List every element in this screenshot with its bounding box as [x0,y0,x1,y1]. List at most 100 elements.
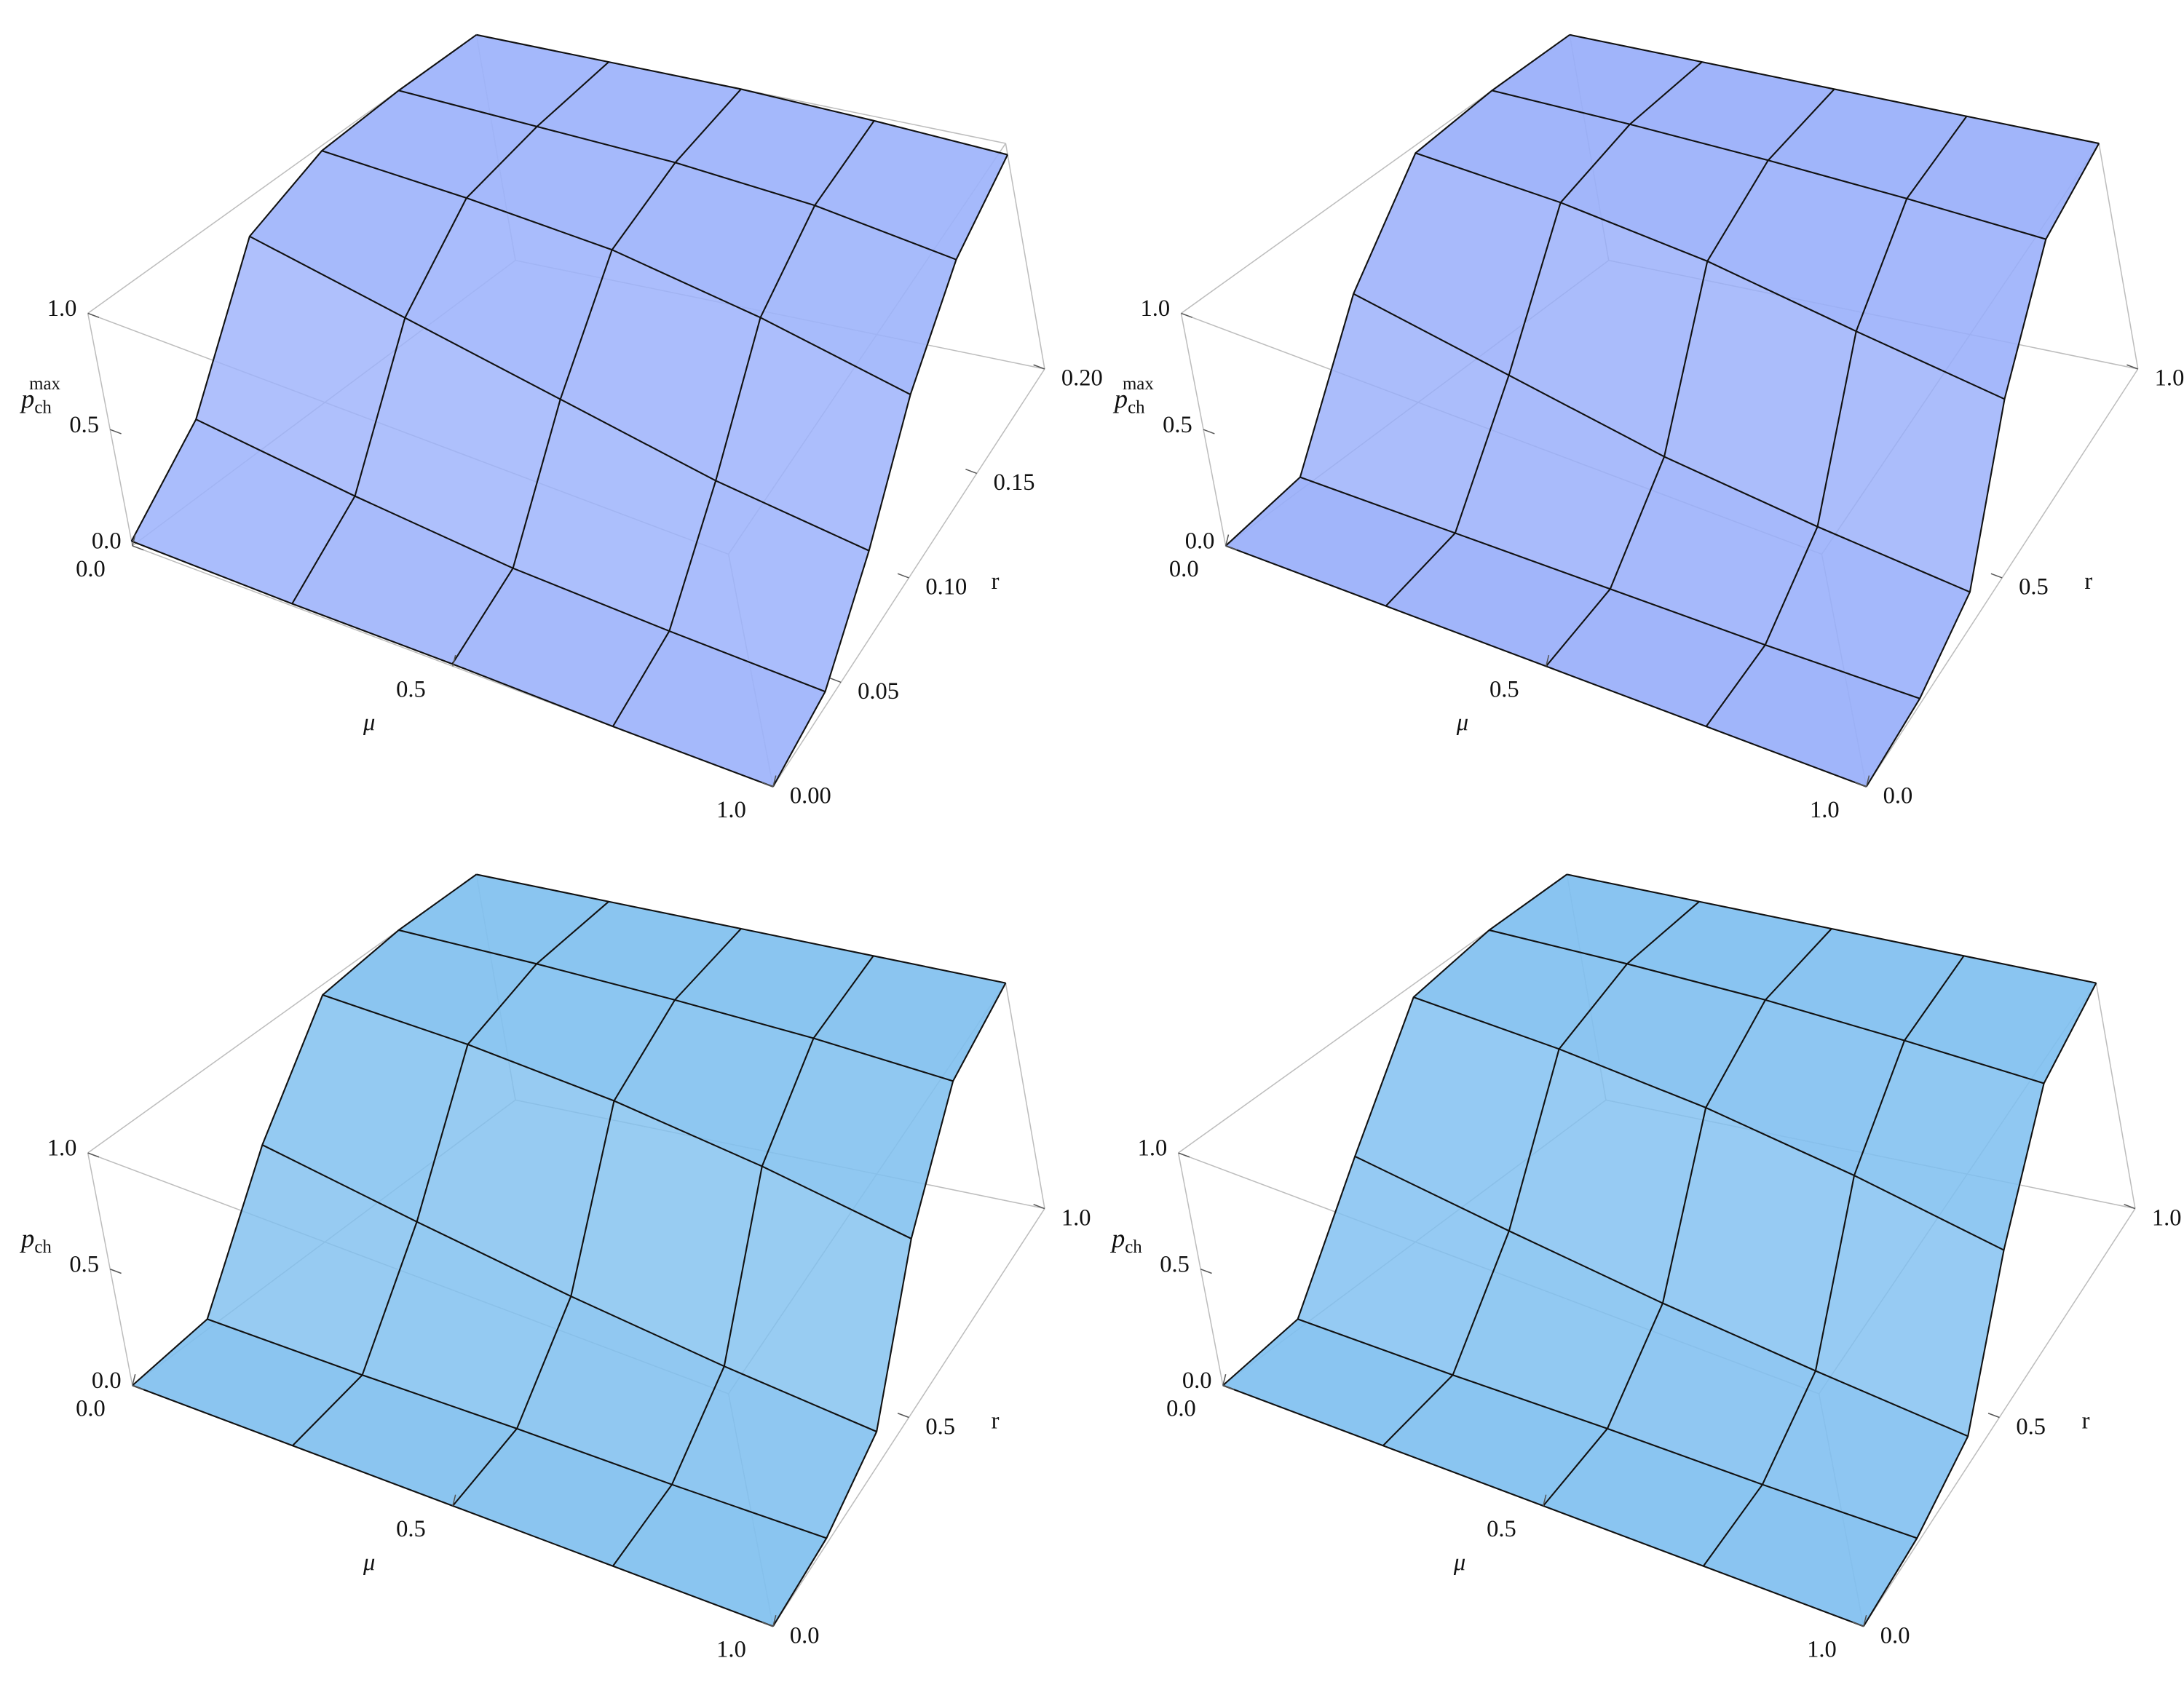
z-tick [1225,545,1238,551]
z-tick-label: 0.5 [69,412,99,438]
mesh-line-r [1545,88,1835,667]
mesh-line-r [1224,33,1570,547]
mesh-line-r [130,33,478,542]
x-tick-label: 0.0 [76,1395,106,1421]
y-axis-label: r [2082,1408,2090,1435]
x-tick [132,1374,136,1386]
z-axis-label-sub: ch [34,1237,52,1257]
z-tick [87,1152,100,1158]
z-tick-label: 0.0 [1182,1368,1212,1394]
y-tick-label: 0.20 [1061,365,1103,392]
y-tick-label: 1.0 [2152,1205,2182,1231]
z-tick-label: 0.5 [69,1251,99,1277]
z-tick-label: 0.0 [92,528,122,555]
z-tick [1200,1269,1212,1274]
y-tick-label: 0.5 [925,1413,955,1440]
x-tick [1543,1494,1547,1507]
z-axis-label: pch [1109,1224,1142,1257]
mesh-line-r [612,955,874,1567]
z-tick [132,545,144,551]
surface-plot: 0.0 0.5 1.0 0.0 0.5 1.0 0.0 0.5 1.0 μ r pch max [1112,33,2184,823]
z-axis-label-base: p [1112,384,1128,413]
surface-plot: 0.0 0.5 1.0 0.0 0.5 1.0 0.0 0.5 1.0 μ r pch [19,873,1091,1662]
mesh-line-r [132,873,478,1387]
x-tick [772,775,777,788]
x-axis-label: μ [363,1550,375,1576]
x-tick-label: 0.5 [1489,676,1519,702]
x-tick [1545,654,1550,667]
x-tick-label: 1.0 [1810,797,1840,823]
z-tick-label: 1.0 [47,1135,77,1162]
x-tick-label: 1.0 [716,1636,746,1662]
y-tick [761,782,774,788]
mesh-line-r [451,88,742,665]
y-tick-label: 0.0 [790,1622,820,1649]
z-tick-label: 1.0 [1140,295,1170,322]
x-tick [1222,1374,1227,1386]
y-tick [1990,573,2003,579]
axis-box-edge [2095,983,2136,1209]
y-tick-label: 0.0 [1883,783,1913,809]
y-tick-label: 0.00 [790,783,831,809]
z-tick [1222,1384,1235,1390]
y-tick [1033,1204,1045,1210]
y-tick [1855,782,1867,788]
x-tick-label: 0.0 [1169,556,1199,582]
mesh-line-r [1865,143,2100,788]
y-axis-label: r [992,1408,1000,1435]
y-tick-label: 0.05 [858,678,899,705]
y-tick-label: 0.0 [1880,1622,1910,1649]
mesh-line-r [1222,873,1567,1387]
x-tick [132,534,136,547]
x-tick-label: 0.5 [1487,1516,1516,1542]
x-tick [452,1494,456,1507]
z-tick [1178,1152,1190,1158]
x-tick-label: 0.5 [396,1516,426,1542]
y-axis-label: r [992,568,1000,595]
surface-plot: 0.0 0.5 1.0 0.00 0.05 0.10 0.15 0.20 0.0 0.5 1.0 μ r… [19,33,1103,823]
y-tick [829,677,842,683]
z-axis-label-sub: ch [1125,1237,1142,1257]
x-axis-label: μ [1453,1550,1465,1576]
axis-box-edge [1005,983,1045,1209]
x-axis-label: μ [363,710,375,736]
y-tick-label: 0.15 [994,469,1035,496]
z-axis-label-sup: max [1123,374,1154,394]
x-axis-label: μ [1456,710,1468,736]
x-tick-label: 0.0 [1166,1395,1196,1421]
z-tick [1181,312,1193,318]
z-tick-label: 1.0 [1138,1135,1168,1162]
z-tick-label: 0.0 [92,1368,122,1394]
surface-plot: 0.0 0.5 1.0 0.0 0.5 1.0 0.0 0.5 1.0 μ r pch [1109,873,2182,1662]
y-tick [2126,364,2138,370]
y-tick [897,1413,909,1419]
mesh-line-r [1382,900,1700,1446]
z-tick [132,1384,144,1390]
x-tick-label: 1.0 [1807,1636,1837,1662]
z-axis-label: pch [19,1224,52,1257]
mesh-line-r [1543,928,1832,1507]
mesh-line-r [772,154,1009,788]
mesh-line-r [1705,116,1968,727]
y-tick-label: 0.5 [2016,1413,2046,1440]
z-tick-label: 0.5 [1160,1251,1190,1277]
x-tick-label: 0.0 [76,556,106,582]
y-tick [1033,364,1045,370]
z-axis-label: pch max [1112,374,1154,418]
x-tick [452,654,456,667]
mesh-line-r [292,900,609,1446]
axis-box-edge [2098,143,2139,370]
mesh-line-r [1385,61,1703,607]
y-axis-label: r [2084,568,2092,595]
y-tick [965,468,977,475]
y-tick [897,573,909,579]
mesh-line-r [1862,983,2097,1627]
y-tick-label: 1.0 [2155,365,2184,392]
mesh-line-r [452,928,742,1507]
x-tick [1865,775,1870,788]
x-tick-label: 0.5 [396,676,426,702]
z-axis-label-sub: ch [34,397,52,417]
y-tick-label: 0.5 [2019,574,2049,600]
y-tick [1987,1413,2000,1419]
